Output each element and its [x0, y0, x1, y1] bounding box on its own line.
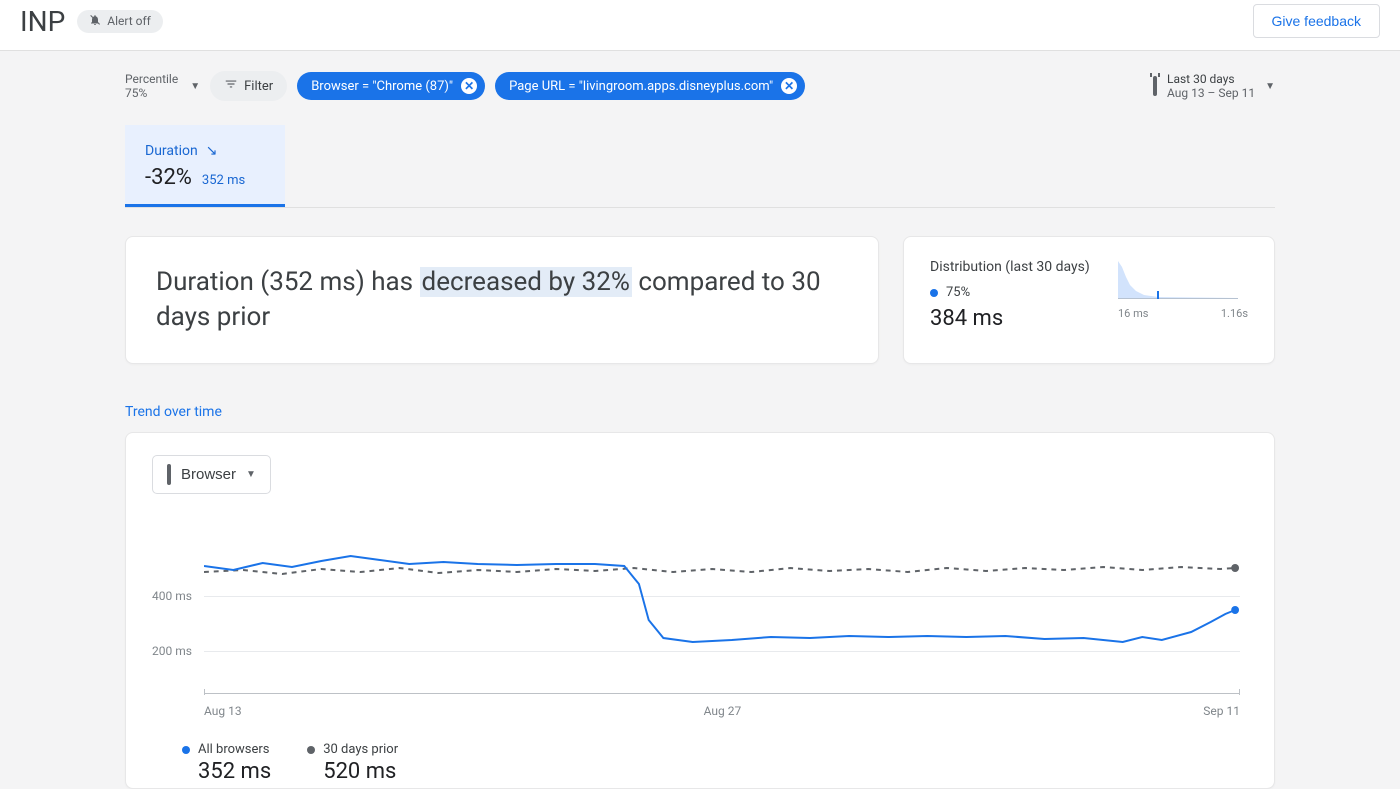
current-line: [204, 556, 1235, 642]
top-bar-left: INP Alert off: [20, 5, 163, 38]
x-label-start: Aug 13: [204, 704, 242, 718]
summary-pre: Duration (352 ms) has: [156, 267, 420, 297]
distribution-value: 384 ms: [930, 306, 1090, 331]
close-icon[interactable]: ✕: [781, 78, 797, 94]
chevron-down-icon: ▼: [246, 469, 256, 480]
x-tick: [204, 689, 205, 695]
x-label-mid: Aug 27: [704, 704, 742, 718]
distribution-min-label: 16 ms: [1118, 307, 1148, 320]
date-range-label: Last 30 days: [1167, 72, 1255, 86]
page-title: INP: [20, 5, 65, 38]
distribution-max-label: 1.16s: [1221, 307, 1248, 320]
metric-tabs: Duration ↘ -32% 352 ms: [125, 125, 1275, 208]
filter-bar-left: Percentile 75% ▼ Filter Browser = "Chrom…: [125, 71, 805, 101]
summary-sentence: Duration (352 ms) has decreased by 32% c…: [156, 265, 848, 335]
trend-down-icon: ↘: [206, 143, 218, 159]
tab-duration[interactable]: Duration ↘ -32% 352 ms: [125, 125, 285, 207]
trend-card: Browser ▼ 400 ms 200 ms Aug 13: [125, 432, 1275, 789]
dot-icon: [182, 746, 190, 754]
summary-highlight: decreased by 32%: [420, 267, 632, 297]
prior-end-dot: [1231, 564, 1239, 572]
bell-off-icon: [89, 14, 101, 29]
summary-card: Duration (352 ms) has decreased by 32% c…: [125, 236, 879, 364]
chevron-down-icon: ▼: [190, 81, 200, 92]
dot-icon: [307, 746, 315, 754]
distribution-card: Distribution (last 30 days) 75% 384 ms 1…: [903, 236, 1275, 364]
filter-chip-browser[interactable]: Browser = "Chrome (87)" ✕: [297, 72, 485, 100]
tab-duration-delta: -32%: [145, 165, 192, 190]
browser-dropdown[interactable]: Browser ▼: [152, 455, 271, 494]
window-icon: [167, 466, 171, 483]
main-content: Percentile 75% ▼ Filter Browser = "Chrom…: [0, 51, 1400, 789]
browser-dropdown-label: Browser: [181, 466, 236, 483]
y-tick-400: 400 ms: [152, 589, 192, 603]
mini-area: [1118, 261, 1238, 299]
tab-duration-ms: 352 ms: [202, 173, 245, 188]
filter-label: Filter: [244, 79, 273, 94]
percentile-selector[interactable]: Percentile 75% ▼: [125, 72, 200, 100]
filter-bar: Percentile 75% ▼ Filter Browser = "Chrom…: [125, 71, 1275, 101]
alert-off-chip[interactable]: Alert off: [77, 10, 163, 33]
give-feedback-button[interactable]: Give feedback: [1253, 4, 1381, 38]
distribution-pct-label: 75%: [946, 285, 970, 300]
filter-chip-pageurl-label: Page URL = "livingroom.apps.disneyplus.c…: [509, 79, 773, 94]
top-bar: INP Alert off Give feedback: [0, 0, 1400, 51]
current-end-dot: [1231, 606, 1239, 614]
chevron-down-icon: ▼: [1265, 81, 1275, 92]
date-range-value: Aug 13 – Sep 11: [1167, 86, 1255, 100]
legend-prior-label: 30 days prior: [323, 742, 398, 757]
tab-duration-label: Duration: [145, 143, 198, 159]
legend-current-label: All browsers: [198, 742, 270, 757]
filter-button[interactable]: Filter: [210, 71, 287, 101]
prior-line: [204, 567, 1235, 574]
x-tick: [1239, 689, 1240, 695]
filter-chip-browser-label: Browser = "Chrome (87)": [311, 79, 453, 94]
dot-icon: [930, 289, 938, 297]
calendar-icon: [1153, 78, 1157, 94]
filter-chip-pageurl[interactable]: Page URL = "livingroom.apps.disneyplus.c…: [495, 72, 805, 100]
distribution-title: Distribution (last 30 days): [930, 259, 1090, 275]
summary-row: Duration (352 ms) has decreased by 32% c…: [125, 236, 1275, 364]
filter-icon: [224, 77, 238, 95]
alert-off-label: Alert off: [107, 14, 151, 28]
trend-chart: 400 ms 200 ms Aug 13 Aug 27 Sep 11: [152, 524, 1248, 718]
close-icon[interactable]: ✕: [461, 78, 477, 94]
trend-section-title: Trend over time: [125, 404, 1275, 420]
legend-prior-value: 520 ms: [323, 759, 398, 784]
date-range-selector[interactable]: Last 30 days Aug 13 – Sep 11 ▼: [1153, 72, 1275, 100]
percentile-label: Percentile: [125, 72, 178, 86]
distribution-mini-chart: 16 ms 1.16s: [1118, 259, 1248, 320]
x-axis: [204, 693, 1240, 694]
y-tick-200: 200 ms: [152, 644, 192, 658]
percentile-value: 75%: [125, 86, 178, 100]
legend-current-value: 352 ms: [198, 759, 271, 784]
x-label-end: Sep 11: [1203, 704, 1240, 718]
